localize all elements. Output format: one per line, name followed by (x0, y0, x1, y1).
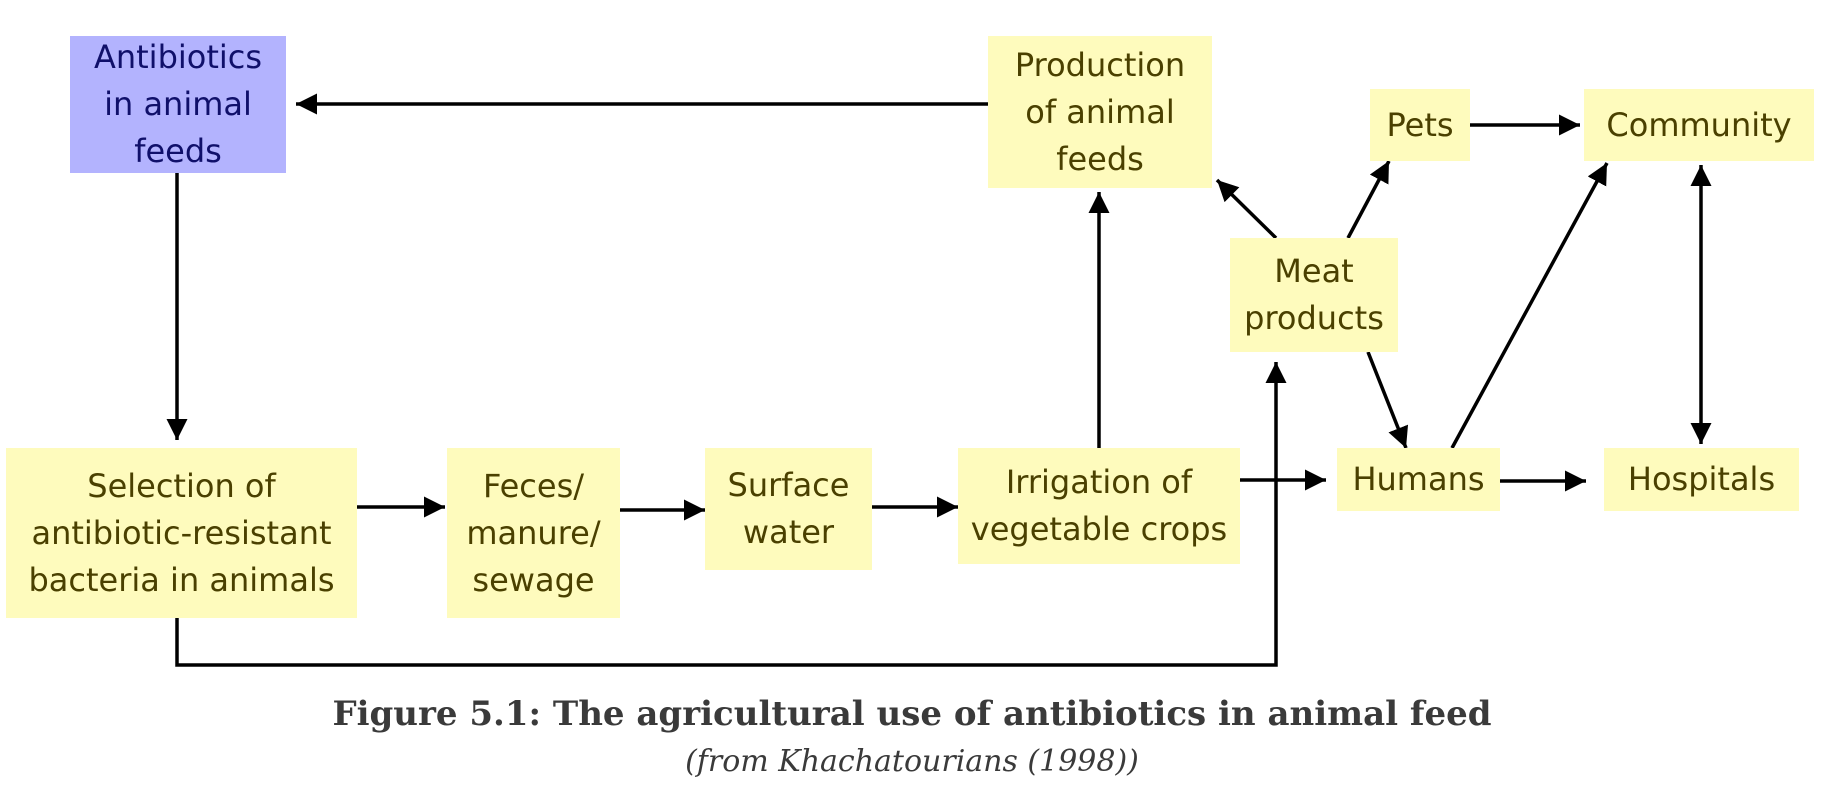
figure-title: Figure 5.1: The agricultural use of anti… (332, 694, 1492, 734)
node-antibiotics-in-animal-feeds: Antibiotics in animal feeds (70, 36, 286, 173)
node-irrigation-of-vegetable-crops: Irrigation of vegetable crops (958, 448, 1240, 564)
figure-source: (from Khachatourians (1998)) (685, 744, 1139, 779)
node-pets: Pets (1370, 89, 1470, 161)
arrow-humans-to-community (1450, 162, 1609, 449)
node-surface-water: Surface water (705, 448, 872, 570)
node-humans: Humans (1337, 448, 1500, 511)
node-production-of-animal-feeds: Production of animal feeds (988, 36, 1212, 188)
node-community: Community (1584, 89, 1814, 161)
arrow-meat-to-production (1215, 178, 1278, 240)
arrow-meat-to-humans (1366, 351, 1409, 449)
node-selection-of-bacteria: Selection of antibiotic-resistant bacter… (6, 448, 357, 618)
node-hospitals: Hospitals (1604, 448, 1799, 511)
arrow-selection-to-meat-products (175, 362, 1287, 667)
node-feces-manure-sewage: Feces/ manure/ sewage (447, 448, 620, 618)
arrow-meat-to-pets (1346, 160, 1391, 239)
node-meat-products: Meat products (1230, 238, 1398, 352)
